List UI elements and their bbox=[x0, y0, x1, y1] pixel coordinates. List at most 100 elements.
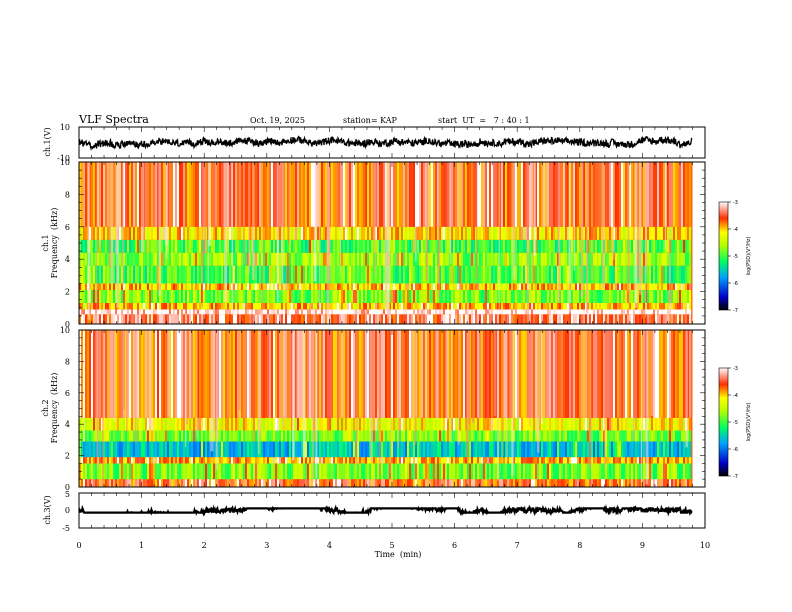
spectrogram-cell bbox=[603, 289, 606, 303]
spectrogram-cell bbox=[519, 289, 522, 303]
spectrogram-cell bbox=[535, 314, 538, 324]
spectrogram-cell bbox=[553, 226, 556, 240]
spectrogram-burst bbox=[121, 162, 124, 288]
spectrogram-cell bbox=[351, 479, 354, 487]
spectrogram-cell bbox=[453, 265, 456, 284]
spectrogram-cell bbox=[93, 430, 96, 442]
spectrogram-cell bbox=[643, 430, 646, 442]
spectrogram-cell bbox=[135, 441, 138, 458]
spectrogram-cell bbox=[601, 441, 604, 458]
spectrogram-cell bbox=[177, 417, 180, 431]
spectrogram-cell bbox=[523, 309, 526, 315]
spectrogram-cell bbox=[383, 252, 386, 266]
spectrogram-cell bbox=[317, 239, 320, 253]
spectrogram-cell bbox=[689, 302, 692, 310]
spectrogram-cell bbox=[287, 283, 290, 290]
spectrogram-cell bbox=[237, 463, 240, 480]
spectrogram-cell bbox=[511, 239, 514, 253]
spectrogram-cell bbox=[105, 430, 108, 442]
spectrogram-cell bbox=[675, 463, 678, 480]
spectrogram-cell bbox=[447, 314, 450, 324]
spectrogram-cell bbox=[685, 265, 688, 284]
spectrogram-cell bbox=[183, 441, 186, 458]
spectrogram-cell bbox=[217, 457, 220, 464]
spectrogram-cell bbox=[273, 289, 276, 303]
spectrogram-cell bbox=[171, 314, 174, 324]
spectrogram-cell bbox=[205, 457, 208, 464]
spectrogram-cell bbox=[561, 309, 564, 315]
spectrogram-cell bbox=[539, 430, 542, 442]
spectrogram-cell bbox=[295, 289, 298, 303]
spectrogram-cell bbox=[191, 479, 194, 487]
spectrogram-cell bbox=[369, 226, 372, 240]
spectrogram-cell bbox=[103, 314, 106, 324]
spectrogram-cell bbox=[453, 463, 456, 480]
spectrogram-cell bbox=[441, 289, 444, 303]
spectrogram-cell bbox=[521, 226, 524, 240]
spectrogram-cell bbox=[607, 441, 610, 458]
spectrogram-cell bbox=[411, 283, 414, 290]
spectrogram-cell bbox=[441, 252, 444, 266]
spectrogram-cell bbox=[491, 239, 494, 253]
spectrogram-cell bbox=[309, 162, 312, 227]
spectrogram-cell bbox=[359, 309, 362, 315]
spectrogram-cell bbox=[157, 417, 160, 431]
spectrogram-cell bbox=[215, 283, 218, 290]
spectrogram-cell bbox=[195, 457, 198, 464]
spectrogram-cell bbox=[395, 479, 398, 487]
spectrogram-cell bbox=[681, 162, 684, 227]
spectrogram-cell bbox=[151, 289, 154, 303]
spectrogram-cell bbox=[391, 162, 394, 227]
spectrogram-cell bbox=[463, 252, 466, 266]
spectrogram-cell bbox=[135, 309, 138, 315]
spectrogram-cell bbox=[193, 430, 196, 442]
spectrogram-cell bbox=[411, 479, 414, 487]
spectrogram-cell bbox=[679, 252, 682, 266]
spectrogram-cell bbox=[573, 289, 576, 303]
spectrogram-cell bbox=[679, 162, 682, 227]
spectrogram-cell bbox=[205, 239, 208, 253]
spectrogram-cell bbox=[517, 463, 520, 480]
spectrogram-cell bbox=[171, 441, 174, 458]
spectrogram-cell bbox=[111, 289, 114, 303]
spectrogram-cell bbox=[575, 441, 578, 458]
spectrogram-cell bbox=[361, 239, 364, 253]
spectrogram-cell bbox=[535, 239, 538, 253]
spectrogram-cell bbox=[415, 309, 418, 315]
spectrogram-cell bbox=[561, 430, 564, 442]
spectrogram-cell bbox=[469, 457, 472, 464]
spectrogram-cell bbox=[219, 463, 222, 480]
spectrogram-cell bbox=[683, 302, 686, 310]
spectrogram-cell bbox=[211, 479, 214, 487]
spectrogram-cell bbox=[257, 309, 260, 315]
spectrogram-cell bbox=[663, 314, 666, 324]
spectrogram-cell bbox=[589, 289, 592, 303]
spectrogram-cell bbox=[539, 239, 542, 253]
spectrogram-cell bbox=[383, 226, 386, 240]
spectrogram-cell bbox=[137, 252, 140, 266]
spectrogram-cell bbox=[265, 239, 268, 253]
spectrogram-cell bbox=[157, 302, 160, 310]
spectrogram-cell bbox=[597, 302, 600, 310]
spectrogram-cell bbox=[649, 283, 652, 290]
spectrogram-cell bbox=[213, 463, 216, 480]
spectrogram-cell bbox=[459, 479, 462, 487]
spectrogram-cell bbox=[515, 309, 518, 315]
spectrogram-cell bbox=[623, 314, 626, 324]
spectrogram-cell bbox=[473, 283, 476, 290]
spectrogram-cell bbox=[269, 239, 272, 253]
spectrogram-cell bbox=[367, 463, 370, 480]
spectrogram-cell bbox=[625, 302, 628, 310]
spectrogram-cell bbox=[399, 430, 402, 442]
spectrogram-cell bbox=[307, 463, 310, 480]
spectrogram-cell bbox=[417, 314, 420, 324]
spectrogram-cell bbox=[175, 162, 178, 227]
spectrogram-cell bbox=[263, 441, 266, 458]
y-tick-label: 0 bbox=[65, 320, 70, 329]
spectrogram-cell bbox=[385, 309, 388, 315]
spectrogram-cell bbox=[543, 441, 546, 458]
spectrogram-cell bbox=[119, 302, 122, 310]
spectrogram-cell bbox=[433, 283, 436, 290]
spectrogram-cell bbox=[521, 309, 524, 315]
spectrogram-cell bbox=[375, 479, 378, 487]
